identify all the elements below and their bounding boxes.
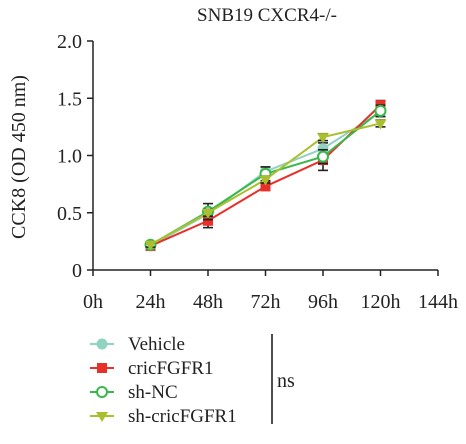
legend-item: sh-cricFGFR1: [90, 406, 237, 427]
data-point: [374, 104, 387, 117]
legend-marker: [96, 412, 108, 422]
data-point: [259, 175, 272, 186]
data-point: [144, 240, 157, 251]
y-axis-label: CCK8 (OD 450 nm): [8, 75, 30, 239]
legend-item: Vehicle: [90, 334, 185, 355]
data-point: [317, 150, 329, 163]
x-tick-label: 72h: [251, 291, 281, 313]
legend-label: cricFGFR1: [128, 358, 214, 379]
data-point: [374, 119, 387, 130]
series-layer: [144, 99, 387, 252]
legend-marker: [96, 386, 108, 398]
data-point: [317, 133, 329, 144]
legend-item: cricFGFR1: [90, 358, 214, 379]
x-tick-label: 96h: [308, 291, 338, 313]
legend: Vehicle cricFGFR1 sh-NC sh-cricFGFR1: [90, 334, 273, 427]
chart-title: SNB19 CXCR4-/-: [197, 5, 337, 26]
legend-item: sh-NC: [90, 382, 178, 403]
legend-marker: [96, 338, 108, 350]
y-tick-label: 0: [72, 260, 82, 282]
legend-marker: [97, 363, 107, 373]
y-tick-label: 2.0: [57, 31, 82, 53]
y-tick-label: 0.5: [57, 203, 82, 225]
series-sh-cricfgfr1: [144, 119, 387, 251]
data-point: [202, 208, 214, 219]
legend-label: sh-cricFGFR1: [128, 406, 237, 427]
x-tick-label: 0h: [83, 291, 103, 313]
legend-label: Vehicle: [128, 334, 185, 355]
data-point: [260, 181, 271, 192]
x-tick-label: 48h: [193, 291, 223, 313]
y-tick-label: 1.0: [57, 146, 82, 168]
x-tick-label: 24h: [136, 291, 166, 313]
legend-label: sh-NC: [128, 382, 178, 403]
y-tick-label: 1.5: [57, 88, 82, 110]
x-tick-label: 144h: [418, 291, 458, 313]
axes: 0 0.5 1.0 1.5 2.0 0h 24h 48h 72h 96h 120h 144h: [57, 31, 458, 313]
data-point: [203, 215, 213, 226]
significance-label: ns: [277, 370, 295, 392]
x-tick-label: 120h: [361, 291, 401, 313]
